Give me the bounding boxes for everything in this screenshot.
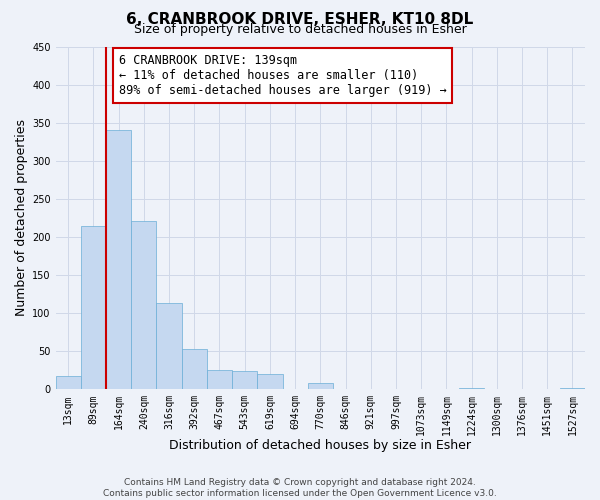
Bar bbox=[257, 374, 283, 390]
Bar bbox=[207, 370, 232, 390]
Bar bbox=[131, 221, 157, 390]
Text: Contains HM Land Registry data © Crown copyright and database right 2024.
Contai: Contains HM Land Registry data © Crown c… bbox=[103, 478, 497, 498]
Bar bbox=[232, 371, 257, 390]
Bar bbox=[459, 388, 484, 390]
Bar bbox=[182, 349, 207, 390]
Bar bbox=[81, 226, 106, 390]
Bar bbox=[157, 304, 182, 390]
Text: 6 CRANBROOK DRIVE: 139sqm
← 11% of detached houses are smaller (110)
89% of semi: 6 CRANBROOK DRIVE: 139sqm ← 11% of detac… bbox=[119, 54, 446, 97]
Text: Size of property relative to detached houses in Esher: Size of property relative to detached ho… bbox=[134, 22, 466, 36]
X-axis label: Distribution of detached houses by size in Esher: Distribution of detached houses by size … bbox=[169, 440, 472, 452]
Bar bbox=[560, 388, 585, 390]
Bar bbox=[308, 384, 333, 390]
Text: 6, CRANBROOK DRIVE, ESHER, KT10 8DL: 6, CRANBROOK DRIVE, ESHER, KT10 8DL bbox=[127, 12, 473, 28]
Y-axis label: Number of detached properties: Number of detached properties bbox=[15, 120, 28, 316]
Bar bbox=[106, 130, 131, 390]
Bar bbox=[56, 376, 81, 390]
